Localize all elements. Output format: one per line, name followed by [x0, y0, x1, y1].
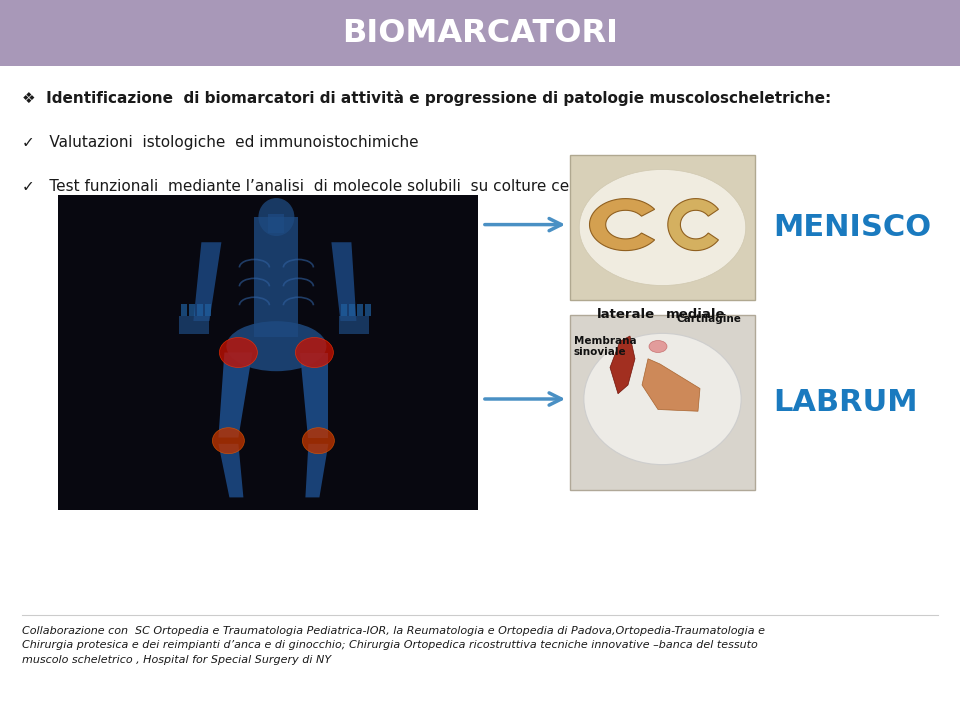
Bar — [269, 214, 284, 233]
Ellipse shape — [579, 169, 746, 286]
Polygon shape — [300, 353, 328, 438]
Text: Membrana
sinoviale: Membrana sinoviale — [574, 336, 636, 357]
Text: Collaborazione con  SC Ortopedia e Traumatologia Pediatrica-IOR, la Reumatologia: Collaborazione con SC Ortopedia e Trauma… — [22, 626, 765, 665]
Polygon shape — [218, 353, 252, 438]
Ellipse shape — [296, 338, 333, 367]
Ellipse shape — [212, 428, 245, 454]
Bar — [0, 0, 960, 66]
Bar — [342, 304, 348, 315]
Ellipse shape — [227, 321, 326, 372]
Text: mediale: mediale — [666, 308, 726, 321]
Bar — [254, 217, 299, 337]
Bar — [198, 304, 204, 315]
Polygon shape — [589, 199, 655, 251]
Polygon shape — [218, 444, 244, 498]
Bar — [189, 304, 196, 315]
Text: BIOMARCATORI: BIOMARCATORI — [342, 17, 618, 48]
Text: LABRUM: LABRUM — [773, 388, 918, 417]
Bar — [58, 195, 478, 510]
Bar — [570, 155, 755, 300]
Text: Cartilagine: Cartilagine — [676, 314, 741, 324]
Bar — [340, 315, 370, 333]
Bar — [570, 315, 755, 490]
Ellipse shape — [220, 338, 257, 367]
Bar — [181, 304, 187, 315]
Ellipse shape — [302, 428, 334, 454]
Polygon shape — [668, 199, 718, 251]
Ellipse shape — [584, 333, 741, 464]
Polygon shape — [331, 242, 356, 321]
Polygon shape — [193, 242, 222, 321]
Polygon shape — [610, 336, 635, 394]
Bar — [349, 304, 355, 315]
Bar — [205, 304, 211, 315]
Text: ✓   Test funzionali  mediante l’analisi  di molecole solubili  su colture cellul: ✓ Test funzionali mediante l’analisi di … — [22, 179, 742, 194]
Text: MENISCO: MENISCO — [773, 213, 931, 242]
Bar — [366, 304, 372, 315]
Bar — [180, 315, 209, 333]
Ellipse shape — [258, 198, 295, 236]
Text: ✓   Valutazioni  istologiche  ed immunoistochimiche: ✓ Valutazioni istologiche ed immunoistoc… — [22, 135, 419, 150]
Polygon shape — [305, 444, 328, 498]
Text: ❖  Identificazione  di biomarcatori di attività e progressione di patologie musc: ❖ Identificazione di biomarcatori di att… — [22, 90, 831, 106]
Polygon shape — [642, 359, 700, 411]
Ellipse shape — [649, 341, 667, 353]
Text: laterale: laterale — [596, 308, 655, 321]
Bar — [357, 304, 364, 315]
